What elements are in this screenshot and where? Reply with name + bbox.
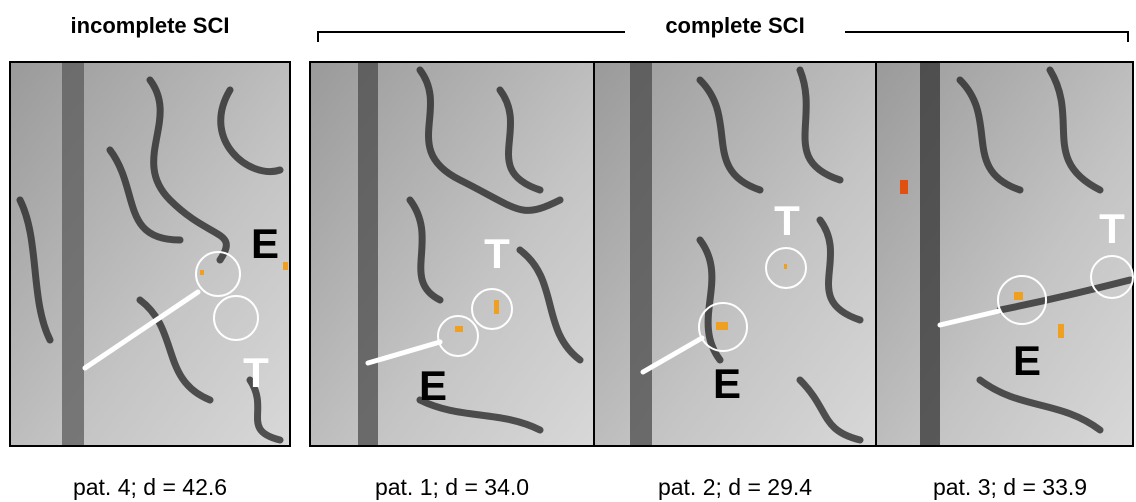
label-t: T (484, 230, 510, 277)
label-e: E (713, 360, 741, 407)
figure: incomplete SCI complete SCI E T pat. 4; … (0, 0, 1136, 502)
label-e: E (251, 220, 279, 267)
label-e: E (1013, 337, 1041, 384)
caption: pat. 1; d = 34.0 (375, 474, 529, 500)
caption: pat. 4; d = 42.6 (73, 474, 227, 500)
label-t: T (774, 197, 800, 244)
label-e: E (419, 362, 447, 409)
label-t: T (1099, 205, 1125, 252)
header-right: complete SCI (665, 13, 804, 38)
panel-image (876, 62, 1133, 446)
caption: pat. 3; d = 33.9 (933, 474, 1087, 500)
caption: pat. 2; d = 29.4 (658, 474, 812, 500)
label-t: T (243, 349, 269, 396)
panel-image (310, 62, 594, 446)
header-left: incomplete SCI (71, 13, 230, 38)
